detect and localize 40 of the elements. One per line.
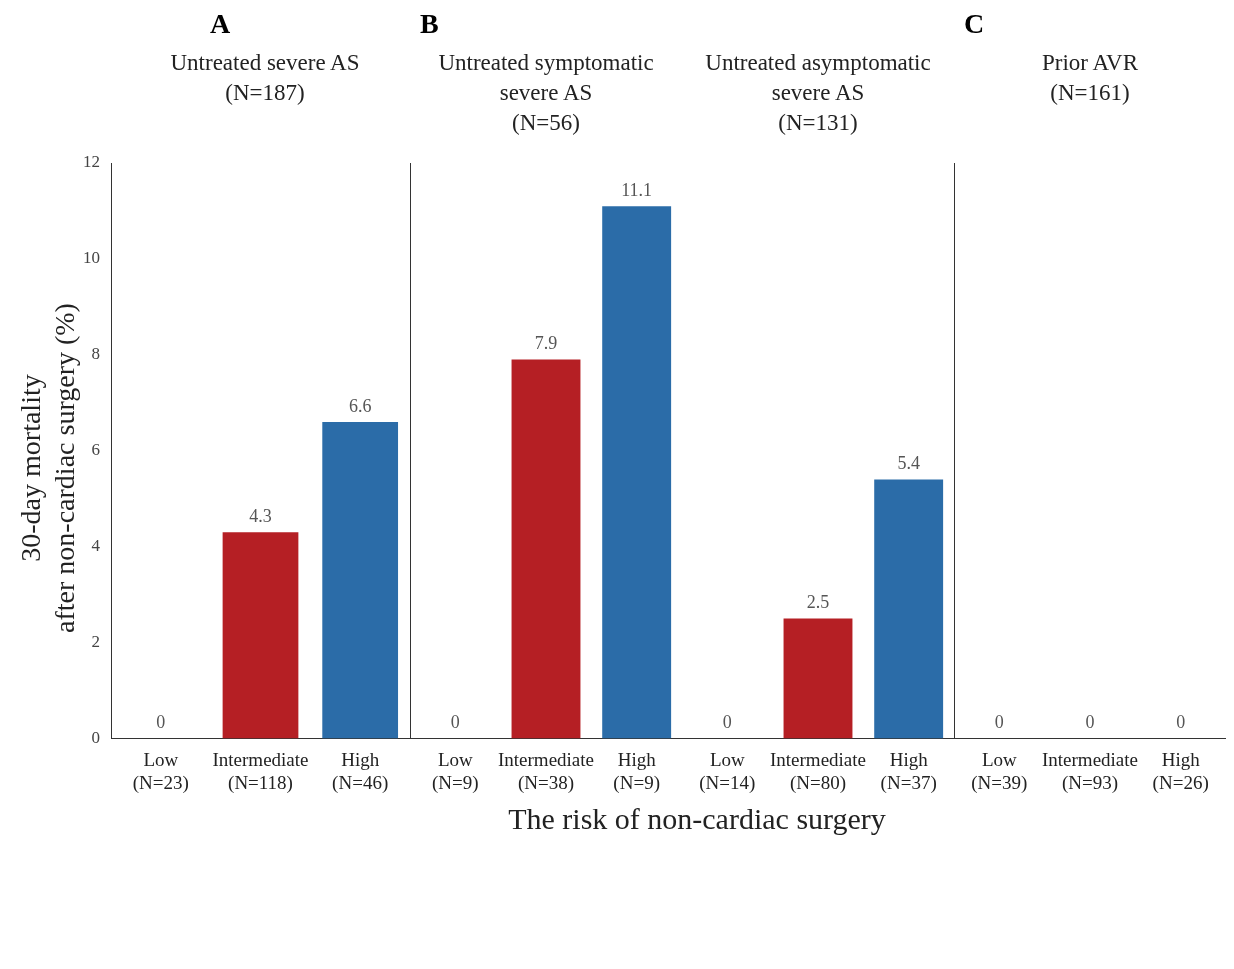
y-tick-label: 6 (91, 440, 100, 460)
x-tick-label: Intermediate (N=118) (212, 748, 309, 794)
data-label: 5.4 (897, 453, 920, 474)
x-tick-label: Intermediate (N=93) (1041, 748, 1139, 794)
y-tick-label: 2 (91, 631, 100, 651)
y-tick-label: 0 (91, 727, 100, 747)
data-label: 7.9 (534, 333, 558, 354)
y-tick-label: 8 (91, 344, 100, 364)
y-tick-label: 12 (83, 152, 100, 172)
y-tick-label: 4 (91, 536, 101, 556)
x-tick-label: Low (N=9) (432, 748, 479, 794)
data-label: 0 (722, 712, 732, 733)
text: C (964, 8, 985, 39)
text: B (420, 8, 439, 39)
data-label: 2.5 (806, 592, 830, 613)
x-tick-label: Low (N=14) (699, 748, 756, 794)
chart-title: Untreated severe AS (N=187) (169, 49, 361, 107)
x-tick-label: High (N=37) (880, 748, 937, 794)
data-label: 0 (1085, 712, 1095, 733)
data-label: 6.6 (348, 395, 372, 416)
data-label: 4.3 (249, 505, 272, 526)
x-tick-label: High (N=26) (1152, 748, 1209, 794)
x-tick-label: Intermediate (N=38) (497, 748, 595, 794)
x-tick-label: Low (N=39) (971, 748, 1028, 794)
x-tick-label: Low (N=23) (132, 748, 189, 794)
data-label: 0 (1176, 712, 1186, 733)
data-label: 0 (156, 712, 166, 733)
data-label: 11.1 (621, 179, 653, 200)
data-label: 0 (994, 712, 1004, 733)
x-axis-title: The risk of non-cardiac surgery (507, 802, 887, 836)
chart-title: Untreated asymptomatic severe AS (N=131) (704, 49, 932, 137)
x-tick-label: High (N=46) (332, 748, 389, 794)
x-tick-label: Intermediate (N=80) (769, 748, 867, 794)
chart-title: Untreated symptomatic severe AS (N=56) (437, 49, 655, 137)
chart-title: Prior AVR (N=161) (1040, 49, 1140, 107)
y-tick-label: 10 (83, 248, 100, 268)
x-tick-label: High (N=9) (613, 748, 660, 794)
y-axis-title: 30-day mortality after non-cardiac surgery (%) (14, 303, 81, 633)
data-label: 0 (450, 712, 460, 733)
text: A (210, 8, 231, 39)
